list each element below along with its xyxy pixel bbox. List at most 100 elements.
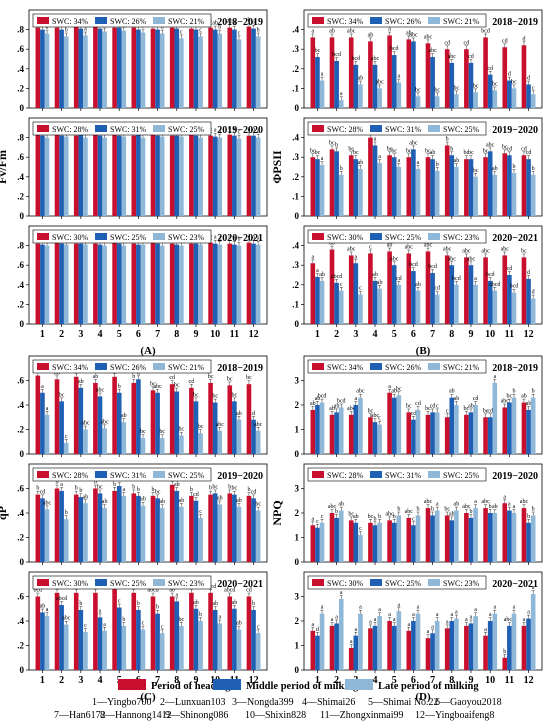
x-tick-label: 1 [315, 675, 320, 686]
significance-label: cd [169, 375, 175, 381]
significance-label: bc [464, 150, 470, 156]
significance-label: a [175, 592, 178, 598]
cultivar-label: 9—Shinong086 [165, 710, 228, 721]
bar [97, 396, 103, 454]
bar [430, 57, 435, 108]
bar [63, 36, 69, 108]
subpanel-1-2: 0.1.2.3.4aaabababcdcabcaccababababccdabc… [292, 225, 543, 340]
significance-label: d [252, 411, 255, 417]
legend-label: SWC: 34% [52, 363, 89, 372]
bar [121, 30, 127, 108]
bar [310, 157, 316, 216]
legend-label: SWC: 25% [385, 233, 422, 242]
significance-label: abc [443, 246, 452, 252]
legend-swatch [370, 233, 382, 240]
legend-swatch [312, 125, 324, 132]
bar [348, 414, 354, 454]
legend-box [32, 13, 212, 28]
bar [434, 412, 440, 454]
significance-label: bc [232, 392, 238, 398]
legend-box [307, 467, 487, 482]
bar [468, 159, 474, 216]
significance-label: abc [347, 246, 356, 252]
bar [411, 271, 416, 324]
y-axis-label: Fv/Fm [0, 150, 9, 184]
bar [430, 273, 435, 324]
bar [502, 255, 508, 324]
bar [487, 417, 493, 454]
legend-box [32, 467, 212, 482]
y-tick-label: .2 [17, 299, 24, 309]
bar [526, 278, 531, 324]
significance-label: a [436, 612, 439, 618]
significance-label: a [359, 605, 362, 611]
legend-label: SWC: 21% [443, 363, 480, 372]
y-tick-label: .6 [17, 592, 24, 602]
bar [334, 623, 339, 670]
legend-box [32, 229, 212, 244]
significance-label: bc [406, 403, 412, 409]
significance-label: ab [232, 600, 238, 606]
significance-label: bc [59, 392, 65, 398]
bar [468, 62, 474, 108]
subpanel-0-2: 0.2.4.6.8aaaaabbaaaaabaaaaaaaaaaaaaaaaaa… [17, 225, 268, 340]
bar [140, 438, 146, 454]
legend-label: SWC: 34% [52, 17, 89, 26]
x-tick-label: 2 [334, 675, 339, 686]
bar [521, 402, 527, 454]
cultivar-label: 5—Shimai No.22 [368, 697, 439, 708]
bar [387, 520, 392, 562]
significance-label: bc [353, 150, 359, 156]
significance-label: a [354, 396, 357, 402]
legend-label: SWC: 21% [168, 17, 205, 26]
significance-label: a [248, 127, 251, 133]
significance-label: bc [511, 79, 517, 85]
bar [511, 513, 517, 562]
bar [217, 137, 223, 216]
bar [54, 488, 60, 562]
significance-label: cd [521, 146, 527, 152]
years-label: 2019−2020 [217, 471, 263, 482]
bar [411, 621, 416, 670]
bar [59, 490, 64, 562]
significance-label: ab [454, 396, 460, 402]
legend-swatch [428, 363, 440, 370]
significance-label: ab [193, 600, 199, 606]
bar [464, 257, 469, 324]
legend-label: SWC: 23% [443, 579, 480, 588]
significance-label: bc [425, 148, 431, 154]
bar [121, 136, 127, 216]
bar [78, 28, 84, 108]
significance-label: bc [310, 148, 316, 154]
bar [319, 80, 325, 108]
bar [473, 508, 478, 562]
bar [387, 621, 392, 670]
bar [468, 517, 474, 562]
bar [473, 92, 478, 108]
significance-label: b [65, 510, 68, 516]
cultivar-label: 2—Lunxuan103 [160, 697, 226, 708]
significance-label: abc [424, 499, 433, 505]
bar [348, 155, 354, 216]
significance-label: b [79, 488, 82, 494]
bar [391, 625, 397, 670]
significance-label: c [142, 621, 145, 627]
legend-label: SWC: 34% [327, 363, 364, 372]
significance-label: ab [319, 272, 325, 278]
legend-swatch [428, 125, 440, 132]
bar [73, 592, 79, 670]
bar [338, 407, 344, 454]
legend-label: SWC: 25% [168, 125, 205, 134]
y-tick-label: .2 [17, 425, 24, 435]
x-tick-label: 8 [174, 329, 179, 340]
significance-label: abc [409, 32, 418, 38]
bar [415, 515, 421, 562]
significance-label: bc [368, 514, 374, 520]
bar [198, 36, 203, 108]
significance-label: a [228, 126, 231, 132]
significance-label: a [431, 624, 434, 630]
bar [406, 39, 412, 108]
significance-label: abc [481, 499, 490, 505]
legend-swatch [312, 17, 324, 24]
significance-label: cd [251, 489, 257, 495]
